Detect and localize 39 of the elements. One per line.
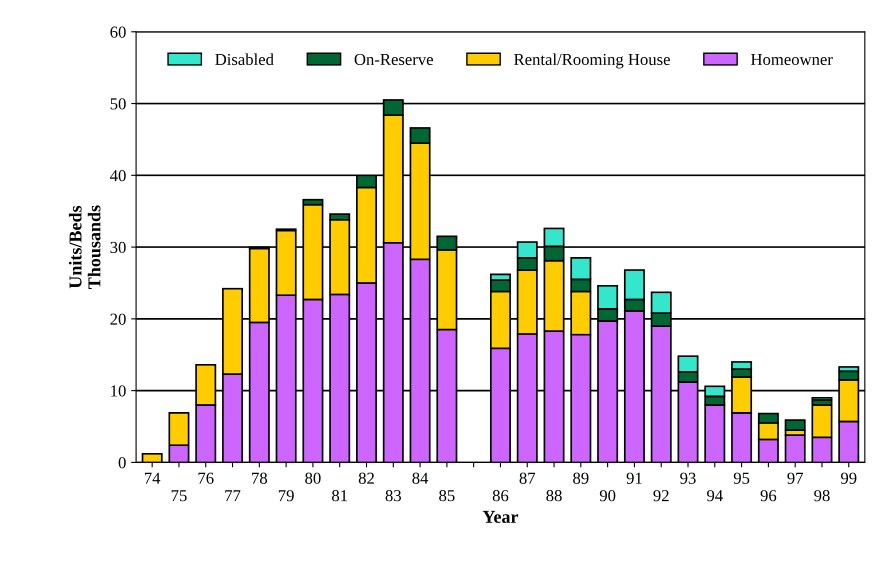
x-tick-label: 89 xyxy=(573,472,588,484)
x-tick-label: 98 xyxy=(814,490,830,502)
y-tick-label: 20 xyxy=(110,314,126,325)
x-tick-label: 87 xyxy=(520,472,536,484)
x-tick-label: 88 xyxy=(546,490,562,502)
y-tick-label: 0 xyxy=(118,457,126,468)
x-tick-label: 95 xyxy=(734,472,750,484)
x-tick-label: 74 xyxy=(144,472,160,484)
x-tick-label: 82 xyxy=(358,472,374,484)
x-tick-label: 81 xyxy=(332,490,348,502)
x-tick-label: 85 xyxy=(439,490,455,502)
y-tick-label: 30 xyxy=(110,242,126,254)
y-tick-label: 60 xyxy=(110,26,126,38)
y-tick-label: 40 xyxy=(110,170,126,182)
x-tick-label: 79 xyxy=(278,490,294,502)
x-tick-label: 76 xyxy=(198,472,214,484)
x-tick-label: 75 xyxy=(172,490,187,502)
legend-label: Disabled xyxy=(215,53,274,66)
x-tick-label: 94 xyxy=(707,490,723,502)
x-tick-label: 78 xyxy=(252,472,268,484)
x-tick-label: 99 xyxy=(840,472,856,484)
legend-label: On-Reserve xyxy=(354,54,433,66)
x-tick-label: 83 xyxy=(386,490,401,502)
x-tick-label: 90 xyxy=(600,490,616,502)
x-tick-label: 97 xyxy=(787,472,804,484)
x-tick-label: 84 xyxy=(412,472,428,484)
x-tick-label: 92 xyxy=(653,490,669,502)
x-tick-label: 93 xyxy=(680,472,696,484)
legend-label: Rental/Rooming House xyxy=(514,53,670,69)
x-tick-label: 77 xyxy=(225,490,240,502)
x-tick-label: 91 xyxy=(626,472,642,484)
x-tick-label: 86 xyxy=(492,490,508,502)
legend-label: Homeowner xyxy=(750,54,833,66)
y-tick-label: 10 xyxy=(111,385,126,397)
x-tick-label: 96 xyxy=(760,490,776,502)
y-axis-title: Units/Beds Thousands xyxy=(68,205,101,289)
x-tick-label: 80 xyxy=(305,472,321,484)
x-axis-title: Year xyxy=(482,510,518,523)
y-tick-label: 50 xyxy=(110,98,126,110)
